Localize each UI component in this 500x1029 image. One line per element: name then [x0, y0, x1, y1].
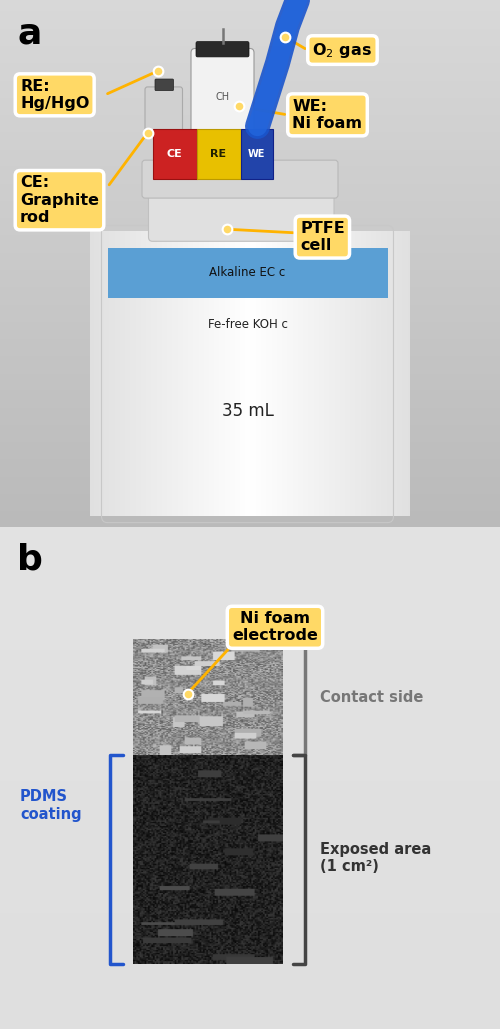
Text: Alkaline EC c: Alkaline EC c	[210, 267, 286, 280]
Text: PTFE
cell: PTFE cell	[300, 221, 345, 253]
Text: WE:
Ni foam: WE: Ni foam	[292, 99, 362, 131]
FancyBboxPatch shape	[191, 48, 254, 139]
FancyBboxPatch shape	[108, 248, 388, 297]
FancyBboxPatch shape	[196, 41, 249, 57]
Text: O$_2$ gas: O$_2$ gas	[312, 40, 372, 60]
Text: RE: RE	[210, 149, 226, 159]
Text: a: a	[18, 16, 42, 50]
Text: RE:
Hg/HgO: RE: Hg/HgO	[20, 78, 89, 111]
FancyBboxPatch shape	[148, 180, 334, 241]
Text: CE:
Graphite
rod: CE: Graphite rod	[20, 175, 99, 225]
FancyBboxPatch shape	[240, 129, 273, 179]
FancyBboxPatch shape	[155, 79, 174, 91]
Text: Contact side: Contact side	[320, 690, 424, 705]
Text: 35 mL: 35 mL	[222, 402, 274, 420]
FancyBboxPatch shape	[152, 129, 196, 179]
Text: CE: CE	[166, 149, 182, 159]
FancyBboxPatch shape	[196, 129, 240, 179]
Text: Fe-free KOH c: Fe-free KOH c	[208, 318, 288, 330]
Text: WE: WE	[248, 149, 265, 159]
Text: Ni foam
electrode: Ni foam electrode	[232, 611, 318, 643]
Text: CH: CH	[216, 93, 230, 103]
Text: Exposed area
(1 cm²): Exposed area (1 cm²)	[320, 842, 431, 875]
Text: PDMS
coating: PDMS coating	[20, 789, 82, 822]
Text: b: b	[18, 543, 44, 577]
FancyBboxPatch shape	[142, 161, 338, 199]
FancyBboxPatch shape	[145, 86, 182, 137]
